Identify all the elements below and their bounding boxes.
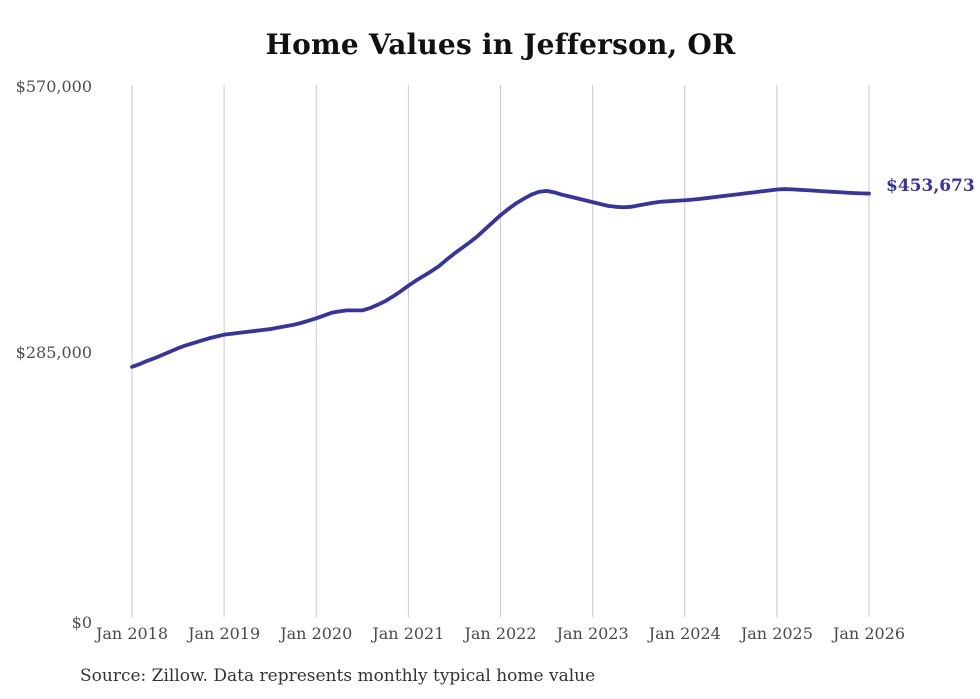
x-tick-label: Jan 2025 bbox=[740, 624, 813, 643]
x-tick-label: Jan 2026 bbox=[832, 624, 906, 643]
x-tick-label: Jan 2019 bbox=[188, 624, 261, 643]
home-value-line bbox=[130, 187, 871, 369]
y-tick-label: $285,000 bbox=[15, 343, 92, 362]
x-tick-label: Jan 2023 bbox=[556, 624, 629, 643]
x-tick-label: Jan 2020 bbox=[280, 624, 353, 643]
x-tick-label: Jan 2018 bbox=[95, 624, 169, 643]
x-tick-label: Jan 2022 bbox=[464, 624, 537, 643]
y-tick-label: $0 bbox=[71, 613, 92, 632]
source-note: Source: Zillow. Data represents monthly … bbox=[80, 666, 596, 686]
x-tick-label: Jan 2021 bbox=[372, 624, 445, 643]
latest-value-label: $453,673 bbox=[886, 176, 975, 196]
x-tick-label: Jan 2024 bbox=[648, 624, 721, 643]
chart-title: Home Values in Jefferson, OR bbox=[265, 28, 736, 61]
y-tick-label: $570,000 bbox=[15, 77, 92, 96]
